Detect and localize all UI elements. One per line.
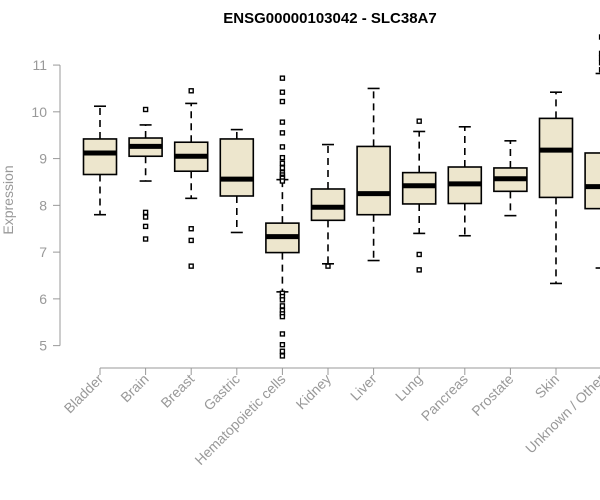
x-tick-label: Lung: [392, 371, 425, 404]
chart-title: ENSG00000103042 - SLC38A7: [223, 10, 436, 27]
box-brain: [128, 106, 163, 242]
box-rect: [538, 117, 574, 199]
outlier-point: [279, 297, 286, 303]
outlier-point: [142, 214, 149, 220]
x-tick-label: Skin: [532, 371, 563, 402]
outlier-point: [279, 348, 286, 354]
box-lung: [401, 118, 437, 273]
box-hematopoietic-cells: [265, 75, 300, 359]
outlier-point: [188, 226, 194, 232]
outlier-point: [279, 178, 286, 184]
y-tick-label: 7: [39, 244, 47, 260]
outlier-point: [279, 130, 286, 136]
outlier-point: [188, 263, 194, 269]
x-tick-label: Bladder: [61, 371, 107, 417]
outlier-point: [188, 237, 194, 244]
box-breast: [173, 88, 209, 269]
outlier-point: [416, 251, 422, 258]
box-kidney: [310, 143, 346, 269]
box-unknown-other: [584, 34, 600, 269]
outlier-point: [279, 154, 286, 161]
outlier-point: [279, 341, 286, 348]
outlier-point: [279, 160, 286, 166]
outlier-point: [279, 98, 286, 105]
outlier-point: [142, 209, 149, 216]
box-bladder: [82, 105, 118, 216]
outlier-point: [279, 119, 286, 125]
outlier-point: [142, 106, 149, 113]
x-tick-label: Unknown / Other: [522, 371, 600, 457]
outlier-point: [188, 88, 194, 94]
boxes-group: [82, 34, 600, 359]
x-tick-label: Gastric: [200, 371, 243, 414]
x-tick-label: Hematopoietic cells: [191, 371, 288, 468]
box-skin: [538, 91, 574, 285]
x-tick-label: Brain: [117, 371, 151, 405]
outlier-point: [279, 75, 286, 81]
box-rect: [356, 145, 391, 216]
x-tick-label: Prostate: [468, 371, 516, 419]
y-axis: 5 6 7 8 9 10 11: [31, 57, 61, 354]
y-tick-label: 6: [39, 291, 47, 307]
x-tick-label: Breast: [157, 371, 197, 411]
box-liver: [356, 87, 391, 262]
y-axis-label: Expression: [0, 165, 16, 234]
y-tick-label: 10: [31, 104, 47, 120]
box-rect: [401, 171, 437, 205]
y-tick-label: 8: [39, 197, 47, 213]
outlier-point: [416, 267, 422, 273]
y-tick-label: 9: [39, 151, 47, 167]
box-rect: [82, 138, 118, 176]
outlier-point: [279, 331, 286, 337]
y-tick-label: 5: [39, 338, 47, 354]
y-tick-label: 11: [32, 57, 47, 73]
outlier-point: [279, 353, 286, 359]
x-tick-label: Pancreas: [418, 371, 471, 424]
outlier-point: [279, 313, 286, 320]
outlier-point: [279, 303, 286, 309]
box-pancreas: [447, 125, 483, 237]
outlier-point: [279, 165, 286, 171]
box-prostate: [493, 140, 528, 217]
box-rect: [219, 138, 255, 197]
outlier-point: [142, 236, 149, 242]
outlier-point: [279, 144, 286, 150]
outlier-point: [416, 118, 422, 124]
outlier-point: [142, 223, 149, 230]
x-tick-label: Liver: [347, 371, 380, 404]
outlier-point: [325, 263, 331, 269]
box-rect: [584, 152, 600, 210]
box-gastric: [219, 128, 255, 234]
x-tick-label: Kidney: [293, 371, 335, 413]
box-rect: [310, 188, 346, 222]
outlier-point: [279, 89, 286, 95]
